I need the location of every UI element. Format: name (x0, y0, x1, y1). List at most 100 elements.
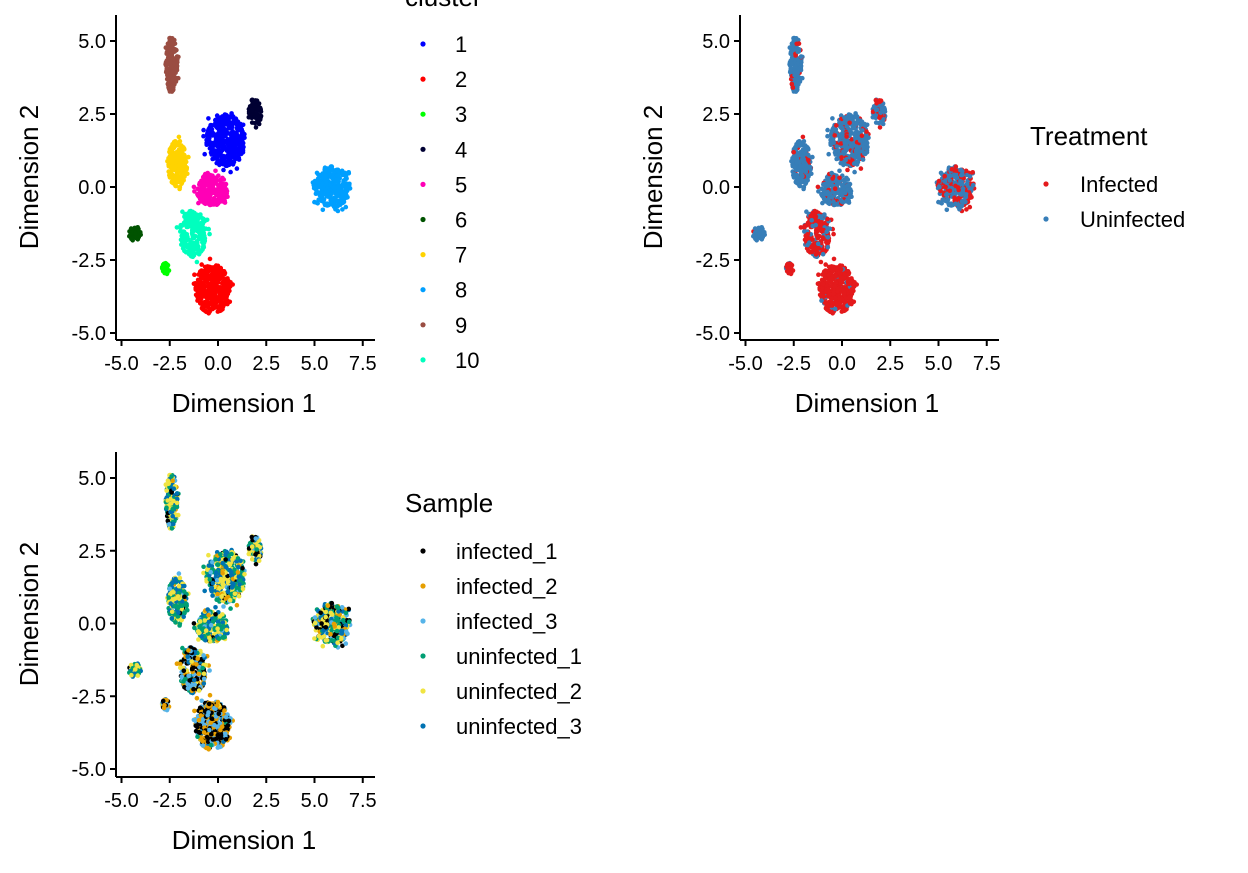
legend-label: Uninfected (1080, 207, 1185, 232)
data-point (174, 54, 180, 59)
data-point (806, 152, 811, 158)
data-point (208, 133, 213, 138)
data-point (164, 68, 169, 74)
data-point (846, 198, 851, 203)
data-point (175, 168, 181, 174)
data-point (964, 192, 969, 197)
y-tick-label: 5.0 (702, 31, 730, 53)
data-point (208, 186, 214, 191)
data-point (166, 44, 171, 50)
data-point (864, 129, 869, 134)
data-point (169, 89, 175, 94)
data-point (191, 250, 196, 256)
data-point (839, 155, 844, 160)
data-point (169, 37, 174, 42)
data-point (837, 175, 842, 181)
data-point (944, 207, 950, 213)
data-point (953, 175, 959, 181)
data-point (848, 191, 853, 196)
y-tick-label: -5.0 (72, 323, 106, 345)
data-point (956, 187, 961, 193)
data-point (227, 161, 233, 166)
data-point (312, 184, 318, 189)
data-point (825, 216, 830, 222)
data-point (253, 125, 259, 130)
data-point (165, 61, 170, 66)
data-point (227, 131, 233, 136)
data-point (207, 199, 212, 204)
data-point (849, 287, 855, 292)
data-point (829, 170, 834, 176)
data-point (813, 222, 818, 228)
data-point (240, 150, 246, 155)
data-point (189, 230, 195, 235)
data-point (798, 225, 804, 230)
data-point (206, 116, 211, 121)
data-point (847, 115, 852, 121)
data-point (224, 191, 229, 196)
data-point (947, 173, 953, 178)
data-point (173, 183, 178, 189)
data-point (169, 172, 175, 178)
data-point (177, 139, 183, 144)
y-tick-label: -2.5 (72, 250, 106, 272)
legend-label: 6 (455, 208, 467, 233)
data-point (207, 140, 213, 146)
data-point (843, 157, 848, 163)
data-point (834, 156, 839, 162)
data-point (196, 281, 202, 287)
data-point (201, 235, 207, 240)
data-point (839, 125, 844, 131)
x-tick-label: 2.5 (876, 353, 904, 375)
data-point (177, 186, 182, 192)
data-point (181, 177, 186, 183)
data-point (328, 195, 333, 200)
data-point (825, 294, 831, 299)
data-point (213, 168, 218, 174)
data-point (222, 198, 227, 203)
data-point (963, 168, 969, 174)
data-point (202, 151, 207, 157)
cluster-panel: -5.0 -2.5 0.0 2.5 5.0 7.5-5.0-2.50.02.55.0 Di… (14, 15, 377, 418)
data-point (860, 138, 866, 143)
legend-title: cluster (405, 0, 482, 12)
data-point (838, 133, 843, 139)
data-point (217, 149, 222, 154)
data-point (166, 85, 172, 90)
data-point (166, 158, 171, 164)
data-point (176, 571, 182, 576)
data-point (861, 145, 866, 151)
data-point (201, 244, 207, 250)
data-point (191, 281, 197, 287)
data-point (806, 157, 811, 163)
data-point (210, 301, 216, 306)
y-tick-label: -2.5 (696, 250, 730, 272)
data-point (324, 201, 330, 206)
data-point (841, 177, 847, 183)
data-point (826, 151, 831, 157)
data-point (167, 149, 172, 155)
legend-item: 3 (420, 102, 467, 127)
data-point (866, 135, 871, 140)
data-point (806, 147, 811, 152)
data-point (820, 235, 826, 240)
data-point (340, 192, 345, 197)
data-point (221, 167, 226, 173)
data-point (789, 61, 794, 66)
data-point (249, 557, 255, 562)
data-point (210, 144, 216, 149)
legend-key (420, 146, 426, 152)
data-point (209, 280, 215, 285)
data-point (784, 262, 790, 268)
legend-label: 4 (455, 137, 467, 162)
data-point (856, 154, 862, 160)
data-point (228, 606, 233, 611)
data-point (199, 197, 204, 203)
data-point (809, 218, 814, 223)
data-point (236, 138, 242, 143)
data-point (833, 295, 838, 301)
data-point (170, 77, 175, 82)
